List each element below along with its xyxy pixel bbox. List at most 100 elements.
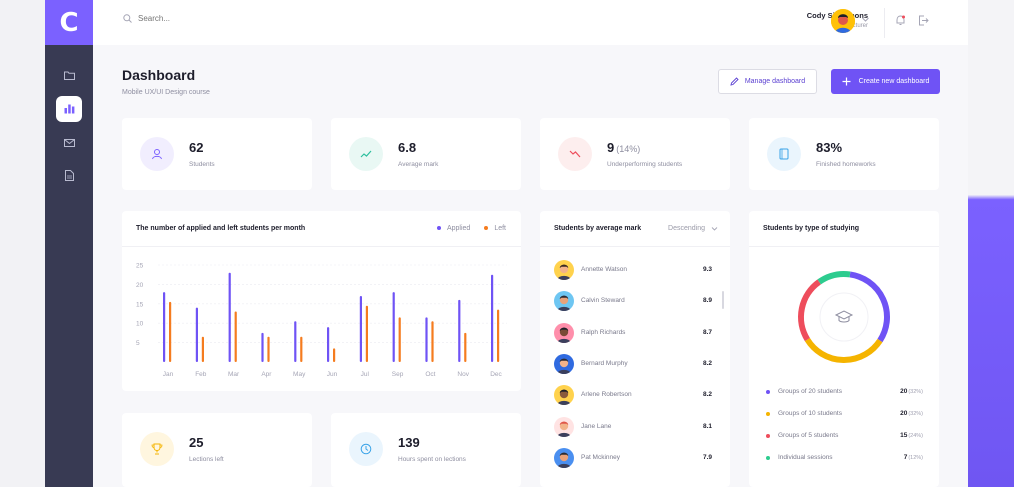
bar-applied[interactable]: [294, 321, 297, 362]
stat-value: 25: [189, 435, 204, 450]
bar-applied[interactable]: [392, 292, 395, 362]
student-avatar: [554, 353, 574, 374]
sort-dropdown[interactable]: Descending: [668, 225, 718, 232]
page-title: Dashboard: [122, 67, 196, 83]
stat-label: Underperforming students: [607, 161, 683, 168]
x-tick-label: Jun: [327, 371, 338, 378]
avatar[interactable]: [831, 9, 855, 33]
list-item[interactable]: Arlene Robertson 8.2: [554, 385, 712, 406]
legend-dot: [766, 412, 770, 416]
donut-segment[interactable]: [817, 271, 851, 285]
student-name: Bernard Murphy: [581, 359, 628, 367]
type-label: Individual sessions: [778, 454, 833, 461]
trend-up-icon: [360, 150, 372, 158]
student-avatar: [554, 447, 574, 468]
app-logo[interactable]: C: [45, 0, 93, 45]
student-name: Jane Lane: [581, 422, 612, 430]
sidebar-item-documents[interactable]: [45, 159, 93, 191]
list-item[interactable]: Annette Watson 9.3: [554, 260, 712, 280]
y-tick-label: 25: [136, 263, 144, 270]
bar-applied[interactable]: [327, 327, 330, 362]
list-item[interactable]: Jane Lane 8.1: [554, 416, 712, 437]
logout-icon[interactable]: [918, 15, 929, 26]
bar-applied[interactable]: [228, 272, 231, 362]
top-bar: Cody Simmmons Lecturer: [93, 0, 968, 45]
bar-chart: 25 20 15 10 5 Jan Feb Mar Apr May Jun Jul Sep Oct Nov D…: [136, 263, 507, 378]
applied-left-chart-card: The number of applied and left students …: [122, 211, 521, 391]
manage-dashboard-button[interactable]: Manage dashboard: [718, 69, 817, 94]
create-dashboard-button[interactable]: Create new dashboard: [831, 69, 940, 94]
x-tick-label: Jul: [361, 371, 370, 378]
bar-applied[interactable]: [163, 292, 166, 362]
x-tick-label: Mar: [228, 371, 240, 378]
bar-chart-icon: [64, 104, 74, 114]
legend-dot: [766, 434, 770, 438]
list-item[interactable]: Calvin Steward 8.9: [554, 291, 712, 312]
bar-applied[interactable]: [359, 296, 362, 362]
x-tick-label: Apr: [261, 371, 272, 378]
student-name: Arlene Robertson: [581, 391, 632, 399]
sidebar-item-messages[interactable]: [45, 127, 93, 159]
bar-left[interactable]: [300, 336, 303, 362]
bar-left[interactable]: [431, 321, 434, 362]
list-item[interactable]: Bernard Murphy 8.2: [554, 353, 712, 374]
search-input[interactable]: [138, 14, 298, 23]
bar-left[interactable]: [464, 332, 467, 362]
trend-down-icon: [569, 150, 581, 158]
type-legend-item: Groups of 20 students 20(32%): [766, 388, 923, 398]
logo-letter: C: [59, 7, 79, 38]
create-dashboard-label: Create new dashboard: [858, 78, 930, 85]
sidebar-item-dashboard[interactable]: [45, 93, 93, 125]
chart-legend: Applied Left: [436, 225, 506, 232]
student-name: Annette Watson: [581, 266, 628, 273]
bar-left[interactable]: [267, 336, 270, 362]
list-item[interactable]: Ralph Richards 8.7: [554, 322, 712, 343]
main-area: Cody Simmmons Lecturer Dashboard Mobile …: [93, 0, 968, 487]
bar-applied[interactable]: [491, 274, 494, 362]
chart-title: The number of applied and left students …: [136, 225, 306, 232]
type-label: Groups of 10 students: [778, 410, 842, 417]
list-item[interactable]: Pat Mckinney 7.9: [554, 447, 712, 468]
sort-label: Descending: [668, 225, 705, 232]
bar-left[interactable]: [398, 317, 401, 362]
student-list-scrollbar[interactable]: [722, 291, 724, 309]
student-avatar: [554, 416, 574, 437]
x-tick-label: Nov: [457, 371, 469, 378]
type-card-title: Students by type of studying: [763, 225, 860, 232]
stat-label: Lections left: [189, 456, 224, 463]
y-tick-label: 10: [136, 321, 144, 328]
bar-left[interactable]: [234, 311, 237, 362]
stat-card-underperforming: 9 (14%) Underperforming students: [540, 118, 730, 190]
bar-applied[interactable]: [458, 299, 461, 362]
bar-left[interactable]: [497, 309, 500, 362]
bar-applied[interactable]: [425, 317, 428, 362]
chevron-down-icon: [711, 227, 718, 231]
bar-applied[interactable]: [195, 307, 198, 362]
bell-icon[interactable]: [895, 15, 906, 26]
stat-card-hours: 139 Hours spent on lections: [331, 413, 521, 487]
bar-left[interactable]: [333, 348, 336, 362]
type-value: 7(12%): [903, 454, 923, 461]
student-mark: 8.2: [702, 359, 712, 367]
student-mark: 8.7: [702, 328, 712, 336]
sidebar-item-folders[interactable]: [45, 59, 93, 91]
chevron-down-icon[interactable]: [861, 15, 870, 24]
donut-segment[interactable]: [804, 337, 883, 363]
type-label: Groups of 5 students: [778, 432, 839, 439]
type-label: Groups of 20 students: [778, 388, 842, 395]
page-background-right: [968, 0, 1014, 487]
bar-left[interactable]: [169, 301, 172, 362]
student-avatar: [554, 322, 574, 343]
x-tick-label: Feb: [195, 371, 207, 378]
clock-icon: [360, 443, 372, 455]
student-avatar: [554, 385, 574, 406]
bar-left[interactable]: [201, 336, 204, 362]
donut-segment[interactable]: [798, 279, 822, 342]
student-avatar: [554, 260, 574, 280]
x-tick-label: Jan: [163, 371, 174, 378]
card-divider: [540, 246, 730, 247]
donut-segment[interactable]: [849, 271, 890, 343]
bar-applied[interactable]: [261, 332, 264, 362]
bar-left[interactable]: [365, 305, 368, 362]
book-icon: [779, 148, 789, 160]
